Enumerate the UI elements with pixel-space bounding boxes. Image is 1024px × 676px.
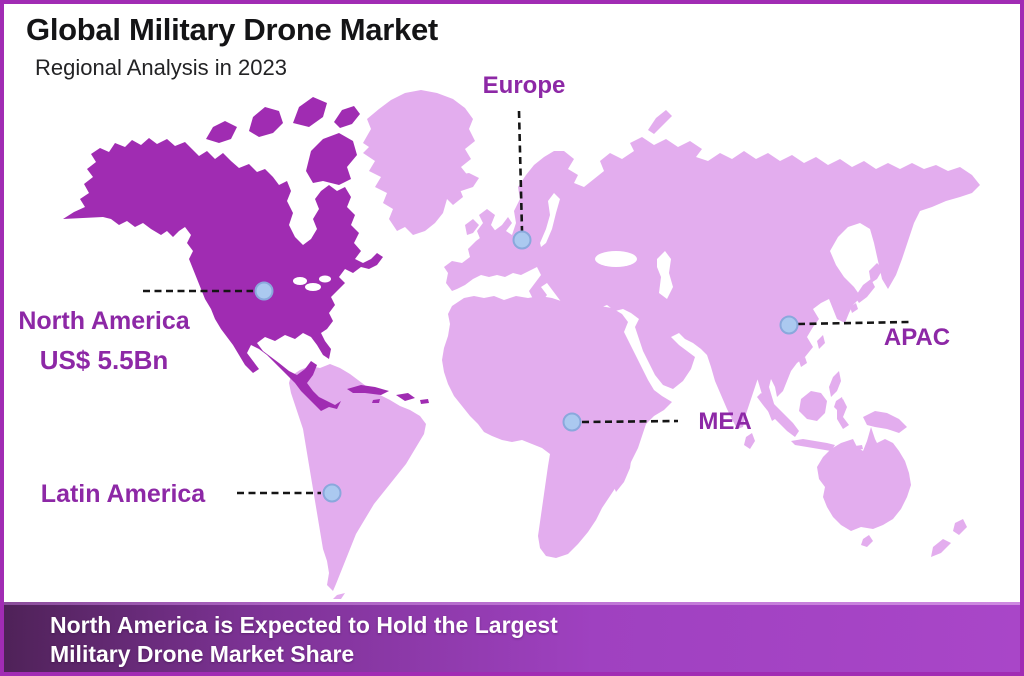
new-zealand-south-landmass — [931, 539, 951, 557]
baffin-island — [306, 133, 357, 185]
new-zealand-north-landmass — [953, 519, 967, 535]
region-label-text: Latin America — [40, 480, 206, 508]
sri-lanka-landmass — [744, 433, 755, 449]
region-value: US$ 5.5Bn — [39, 345, 169, 375]
page-subtitle: Regional Analysis in 2023 — [35, 55, 287, 80]
region-label-europe: Europe — [454, 72, 594, 100]
japan-hokkaido-landmass — [869, 263, 883, 283]
europe-leader-line — [517, 110, 524, 232]
japan-honshu-landmass — [855, 279, 875, 303]
caspian-sea — [657, 251, 673, 299]
region-label-apac: APAC — [857, 324, 977, 352]
philippines-landmass — [829, 371, 844, 411]
japan-kyushu-landmass — [850, 303, 858, 313]
madagascar-landmass — [612, 448, 632, 492]
novaya-zemlya-landmass — [648, 110, 672, 134]
bottom-banner: North America is Expected to Hold the La… — [4, 602, 1020, 672]
region-label-text: Europe — [482, 72, 566, 99]
marker-group — [254, 230, 799, 503]
region-label-north-america: North America US$ 5.5Bn — [4, 307, 204, 376]
sulawesi-landmass — [837, 399, 849, 429]
great-lake-1 — [293, 277, 307, 285]
region-label-text: North America — [18, 307, 190, 335]
apac-marker-dot — [779, 315, 799, 335]
inland-water-group — [293, 193, 673, 299]
latin-america-marker-dot — [322, 483, 342, 503]
region-label-mea: MEA — [665, 408, 785, 436]
south-america-landmass — [289, 364, 426, 591]
hainan-landmass — [799, 357, 807, 367]
highlight-group — [63, 97, 429, 411]
mea-marker-dot — [562, 412, 582, 432]
arctic-islands — [206, 97, 360, 143]
ireland-landmass — [465, 219, 479, 235]
tierra-del-fuego-landmass — [333, 593, 345, 599]
great-britain-landmass — [477, 209, 497, 241]
sumatra-landmass — [757, 393, 799, 437]
greenland-landmass — [363, 90, 475, 235]
great-lake-3 — [319, 275, 331, 283]
eurasia-landmass — [444, 137, 980, 429]
region-label-latin-america: Latin America — [23, 480, 223, 509]
borneo-landmass — [799, 391, 827, 421]
taiwan-landmass — [817, 335, 825, 349]
new-guinea-landmass — [863, 411, 907, 433]
callout-group — [143, 110, 910, 495]
caribbean-islands — [347, 385, 429, 404]
java-landmass — [791, 439, 835, 451]
banner-line-2: Military Drone Market Share — [50, 641, 355, 667]
apac-leader-line — [797, 320, 910, 326]
europe-marker-dot — [512, 230, 532, 250]
banner-text: North America is Expected to Hold the La… — [50, 611, 558, 669]
baltic-sea — [540, 193, 560, 247]
mea-leader-line — [581, 419, 679, 424]
iceland-landmass — [449, 173, 479, 191]
region-label-text: MEA — [698, 408, 752, 435]
great-lake-2 — [305, 283, 321, 291]
north-america-marker-dot — [254, 281, 274, 301]
banner-line-1: North America is Expected to Hold the La… — [50, 612, 558, 638]
north-america-landmass — [63, 138, 383, 411]
header: Global Military Drone Market Regional An… — [26, 12, 438, 81]
land-group — [289, 90, 980, 599]
australia-landmass — [817, 427, 911, 531]
africa-landmass — [442, 296, 672, 558]
tasmania-landmass — [861, 535, 873, 547]
page-title: Global Military Drone Market — [26, 12, 438, 47]
region-label-text: APAC — [883, 324, 951, 351]
black-sea — [595, 251, 637, 267]
